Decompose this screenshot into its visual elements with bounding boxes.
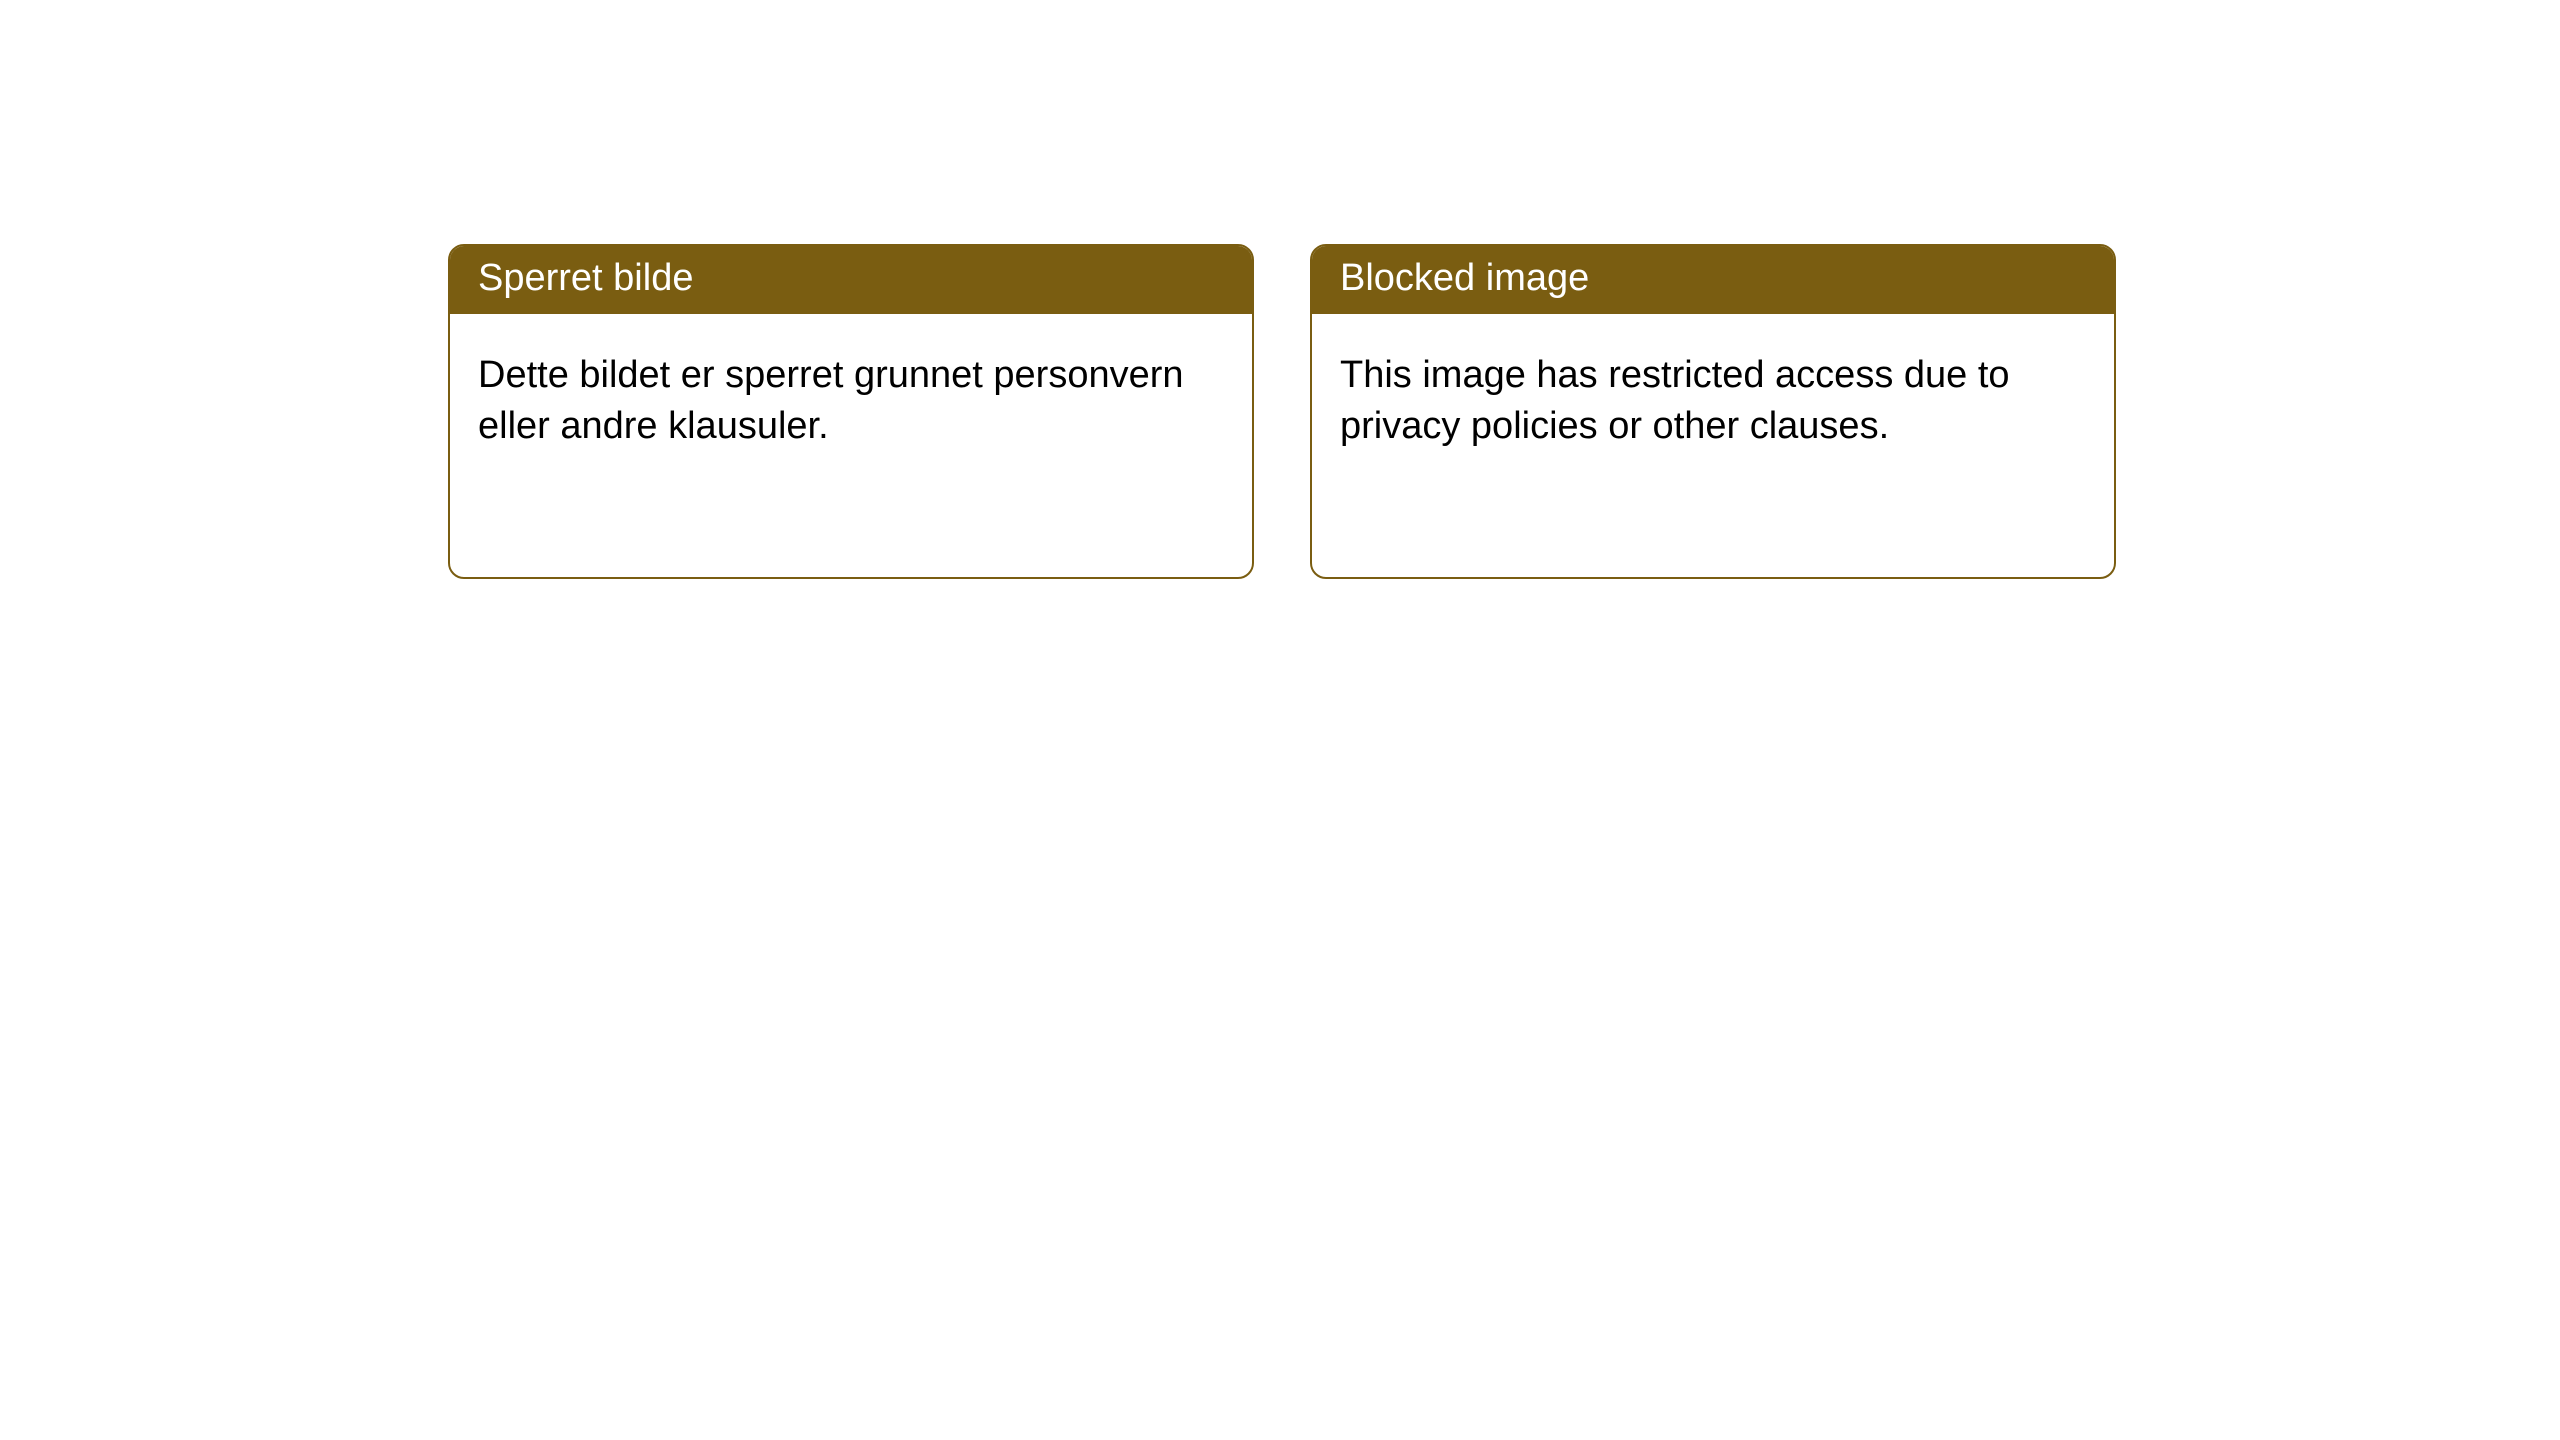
notice-title-no: Sperret bilde <box>450 246 1252 314</box>
notice-box-no: Sperret bilde Dette bildet er sperret gr… <box>448 244 1254 579</box>
notice-body-no: Dette bildet er sperret grunnet personve… <box>450 314 1252 489</box>
notice-container: Sperret bilde Dette bildet er sperret gr… <box>0 0 2560 579</box>
notice-body-en: This image has restricted access due to … <box>1312 314 2114 489</box>
notice-title-en: Blocked image <box>1312 246 2114 314</box>
notice-box-en: Blocked image This image has restricted … <box>1310 244 2116 579</box>
